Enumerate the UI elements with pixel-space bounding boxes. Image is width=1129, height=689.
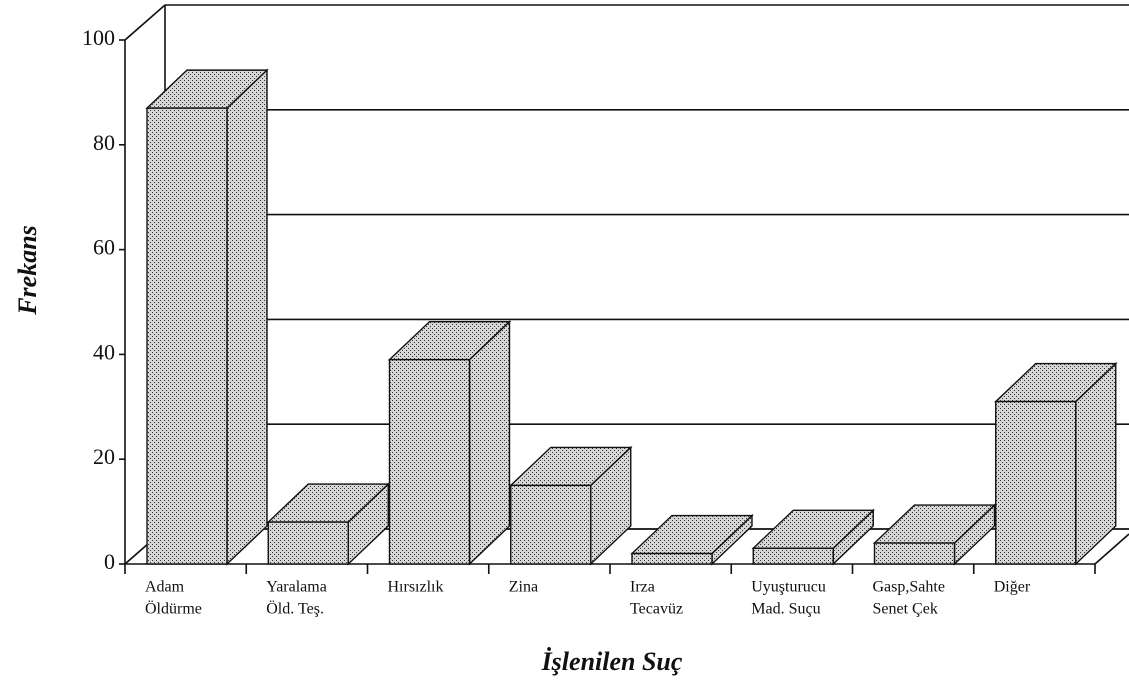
bar [873, 542, 956, 565]
x-axis-label: İşlenilen Suç [541, 647, 683, 676]
x-tick-label: Zina [509, 579, 538, 596]
bar [631, 552, 713, 565]
y-tick-label: 100 [82, 25, 115, 50]
x-tick-label: Öldürme [145, 600, 202, 618]
bar [388, 358, 471, 565]
y-tick-label: 20 [93, 444, 115, 469]
x-tick-label: Tecavüz [630, 601, 683, 618]
x-tick-label: Yaralama [266, 579, 327, 596]
x-tick-label: Gasp,Sahte [873, 579, 945, 596]
y-tick-label: 0 [104, 549, 115, 574]
x-tick-label: Irza [630, 579, 655, 596]
y-tick-label: 60 [93, 235, 115, 260]
bar [146, 107, 228, 565]
wall-edge [124, 4, 166, 41]
y-tick-label: 80 [93, 130, 115, 155]
x-tick-label: Öld. Teş. [266, 600, 324, 618]
x-tick-label: Mad. Suçu [751, 601, 820, 618]
x-tick-label: Diğer [994, 579, 1031, 596]
bar [752, 547, 834, 565]
bar [995, 400, 1077, 565]
bar [267, 521, 349, 565]
bar-side [226, 68, 268, 566]
y-axis-label: Frekans [13, 225, 42, 316]
y-tick-label: 40 [93, 339, 115, 364]
floor-side [1094, 533, 1129, 565]
x-tick-label: Hırsızlık [388, 579, 444, 596]
x-tick-label: Uyuşturucu [751, 579, 826, 596]
bar-side [468, 320, 511, 566]
x-tick-label: Senet Çek [873, 601, 938, 618]
bar [510, 484, 592, 565]
x-tick-label: Adam [145, 579, 185, 596]
